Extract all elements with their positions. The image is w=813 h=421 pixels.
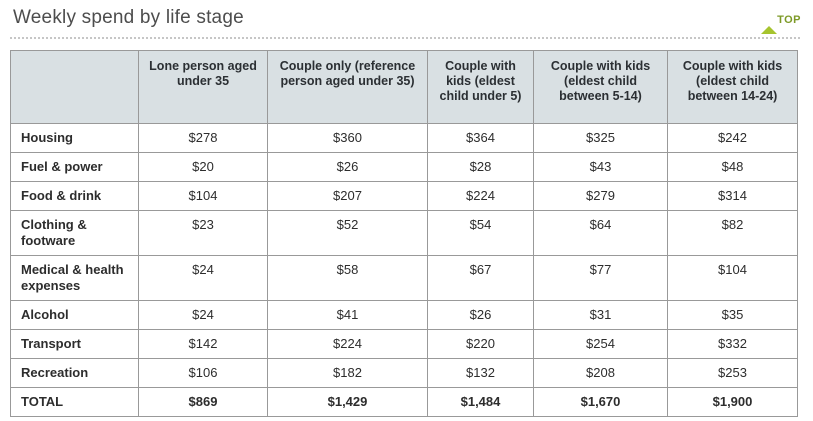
table-row: Medical & health expenses $24 $58 $67 $77 $10… (10, 255, 798, 301)
spend-value: $67 (427, 255, 534, 301)
spend-value: $242 (667, 123, 798, 153)
row-label: Fuel & power (10, 152, 139, 182)
spend-value: $869 (138, 387, 268, 417)
column-header: Couple with kids (eldest child between 1… (667, 50, 798, 124)
spend-value: $1,900 (667, 387, 798, 417)
spend-value: $208 (533, 358, 668, 388)
back-to-top-link[interactable]: TOP (761, 14, 801, 34)
table-body: Housing $278 $360 $364 $325 $242 Fuel & power $… (10, 123, 798, 417)
spend-value: $182 (267, 358, 428, 388)
spend-value: $254 (533, 329, 668, 359)
spend-value: $142 (138, 329, 268, 359)
spend-value: $58 (267, 255, 428, 301)
table-row: Housing $278 $360 $364 $325 $242 (10, 123, 798, 153)
column-header: Lone person aged under 35 (138, 50, 268, 124)
spend-value: $106 (138, 358, 268, 388)
row-label: Food & drink (10, 181, 139, 211)
table-row: Clothing & footware $23 $52 $54 $64 $82 (10, 210, 798, 256)
table-header: Lone person aged under 35 Couple only (re… (10, 50, 798, 124)
spend-value: $360 (267, 123, 428, 153)
spend-value: $220 (427, 329, 534, 359)
spend-value: $23 (138, 210, 268, 256)
row-label: Recreation (10, 358, 139, 388)
spend-value: $104 (138, 181, 268, 211)
table-row: Recreation $106 $182 $132 $208 $253 (10, 358, 798, 388)
spend-value: $43 (533, 152, 668, 182)
spend-value: $28 (427, 152, 534, 182)
spend-value: $279 (533, 181, 668, 211)
spend-table: Lone person aged under 35 Couple only (re… (10, 50, 798, 417)
spend-value: $1,484 (427, 387, 534, 417)
spend-value: $77 (533, 255, 668, 301)
spend-value: $314 (667, 181, 798, 211)
spend-value: $52 (267, 210, 428, 256)
column-header: Couple only (reference person aged under… (267, 50, 428, 124)
spend-value: $54 (427, 210, 534, 256)
row-label: Transport (10, 329, 139, 359)
dotted-divider (10, 37, 800, 39)
corner-header-cell (10, 50, 139, 124)
spend-value: $278 (138, 123, 268, 153)
spend-value: $1,670 (533, 387, 668, 417)
column-header: Couple with kids (eldest child between 5… (533, 50, 668, 124)
spend-value: $48 (667, 152, 798, 182)
total-row: TOTAL $869 $1,429 $1,484 $1,670 $1,900 (10, 387, 798, 417)
spend-value: $20 (138, 152, 268, 182)
row-label: Clothing & footware (10, 210, 139, 256)
spend-value: $224 (267, 329, 428, 359)
table-header-row: Lone person aged under 35 Couple only (re… (10, 50, 798, 124)
spend-value: $64 (533, 210, 668, 256)
spend-value: $1,429 (267, 387, 428, 417)
table-row: Transport $142 $224 $220 $254 $332 (10, 329, 798, 359)
spend-value: $41 (267, 300, 428, 330)
spend-value: $253 (667, 358, 798, 388)
spend-value: $35 (667, 300, 798, 330)
up-triangle-icon (761, 14, 778, 34)
row-label: Medical & health expenses (10, 255, 139, 301)
spend-value: $24 (138, 300, 268, 330)
spend-value: $31 (533, 300, 668, 330)
spend-value: $104 (667, 255, 798, 301)
table-row: Fuel & power $20 $26 $28 $43 $48 (10, 152, 798, 182)
page-title: Weekly spend by life stage (13, 7, 244, 28)
row-label: TOTAL (10, 387, 139, 417)
spend-value: $224 (427, 181, 534, 211)
table-row: Food & drink $104 $207 $224 $279 $314 (10, 181, 798, 211)
row-label: Alcohol (10, 300, 139, 330)
column-header: Couple with kids (eldest child under 5) (427, 50, 534, 124)
spend-value: $325 (533, 123, 668, 153)
spend-value: $26 (427, 300, 534, 330)
spend-value: $82 (667, 210, 798, 256)
spend-value: $132 (427, 358, 534, 388)
spend-value: $364 (427, 123, 534, 153)
spend-value: $26 (267, 152, 428, 182)
spend-value: $332 (667, 329, 798, 359)
back-to-top-label: TOP (777, 14, 801, 26)
row-label: Housing (10, 123, 139, 153)
table-row: Alcohol $24 $41 $26 $31 $35 (10, 300, 798, 330)
spend-value: $207 (267, 181, 428, 211)
spend-value: $24 (138, 255, 268, 301)
